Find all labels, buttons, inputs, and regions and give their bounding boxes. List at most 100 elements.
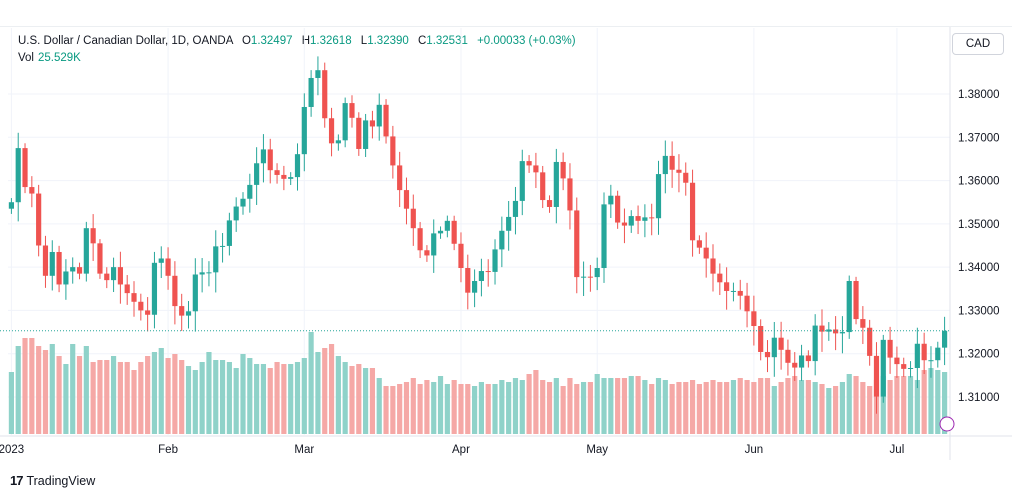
volume-bar (465, 384, 471, 434)
candle-body (615, 195, 621, 223)
high-value: 1.32618 (310, 35, 352, 47)
candle-body (281, 174, 287, 179)
candle-body (192, 274, 198, 312)
volume-bar (104, 360, 110, 434)
volume-bar (274, 362, 280, 434)
volume-bar (710, 380, 716, 434)
volume-bar (192, 370, 198, 434)
candle-body (124, 284, 130, 294)
candle-body (70, 267, 76, 272)
volume-bar (499, 380, 505, 434)
candle-body (880, 339, 886, 397)
auto-scale-icon (939, 416, 955, 432)
candle-body (356, 117, 362, 149)
volume-bar (260, 364, 267, 434)
volume-bar (649, 384, 655, 434)
candle-body (22, 148, 28, 188)
candle-body (519, 161, 525, 201)
volume-bar (519, 380, 525, 434)
volume-bar (451, 380, 457, 434)
volume-bar (901, 376, 907, 434)
candle-body (349, 103, 355, 118)
volume-bar (506, 382, 512, 434)
volume-bar (669, 384, 675, 434)
candle-body (376, 104, 382, 127)
volume-bar (254, 364, 260, 434)
tradingview-logo-icon: 17 (10, 473, 24, 488)
candle-body (935, 347, 941, 361)
volume-bar (219, 360, 226, 434)
x-tick-label: Apr (452, 444, 470, 456)
candle-body (778, 337, 784, 350)
open-label: O (241, 35, 251, 47)
volume-bar (860, 382, 866, 434)
y-tick-label: 1.33000 (958, 305, 1000, 317)
volume-bar (771, 386, 777, 434)
volume-legend: Vol 25.529K (18, 52, 81, 64)
y-tick-label: 1.32000 (958, 349, 1000, 361)
symbol-title[interactable]: U.S. Dollar / Canadian Dollar, 1D, OANDA (18, 35, 233, 47)
candle-body (635, 216, 641, 221)
tradingview-branding[interactable]: 17 TradingView (10, 473, 95, 488)
volume-bar (553, 378, 559, 434)
candle-body (764, 351, 771, 358)
volume-bar (642, 380, 648, 434)
candle-body (83, 228, 89, 274)
volume-bar (907, 376, 914, 434)
volume-bar (390, 386, 396, 434)
volume-bar (424, 380, 430, 434)
volume-bar (70, 344, 76, 434)
candle-body (63, 271, 69, 285)
volume-bar (247, 358, 253, 434)
volume-bar (485, 384, 491, 434)
candle-body (437, 230, 444, 234)
high-label: H (301, 35, 311, 47)
candle-body (403, 190, 410, 209)
volume-bar (533, 370, 539, 434)
candle-body (703, 247, 709, 259)
volume-bar (839, 382, 846, 434)
volume-bar (397, 384, 403, 434)
candle-body (928, 360, 934, 362)
candle-body (145, 310, 151, 315)
volume-bar (676, 382, 682, 434)
volume-bar (213, 360, 219, 434)
candle-body (288, 177, 294, 179)
currency-button[interactable]: CAD (952, 33, 1004, 55)
volume-bar (785, 378, 791, 434)
candle-body (805, 355, 811, 362)
candle-body (36, 193, 42, 246)
candle-body (424, 250, 430, 256)
candle-body (110, 267, 117, 281)
candle-body (907, 367, 914, 369)
candle-body (669, 155, 675, 170)
volume-bar (887, 380, 893, 434)
volume-bar (751, 382, 757, 434)
candle-body (717, 273, 723, 283)
volume-bar (894, 376, 900, 434)
close-value: 1.32531 (426, 35, 468, 47)
candle-body (826, 329, 832, 332)
volume-bar (792, 376, 798, 434)
candle-body (710, 258, 716, 274)
y-tick-label: 1.34000 (958, 262, 1000, 274)
x-tick-label: May (586, 444, 608, 456)
x-tick-label: Jul (890, 444, 905, 456)
volume-bar (628, 376, 634, 434)
volume-bar (335, 356, 341, 434)
volume-bar (758, 378, 764, 434)
candle-body (839, 332, 846, 334)
volume-bar (138, 362, 144, 434)
volume-bar (294, 362, 301, 434)
volume-bar (117, 362, 123, 434)
volume-bar (594, 374, 600, 434)
candle-body (444, 220, 450, 231)
candle-body (819, 325, 825, 332)
candle-body (328, 118, 335, 144)
volume-bar (580, 382, 587, 434)
volume-label[interactable]: Vol (18, 52, 34, 64)
candle-body (465, 268, 471, 293)
volume-bar (185, 366, 192, 434)
candle-body (846, 280, 852, 333)
